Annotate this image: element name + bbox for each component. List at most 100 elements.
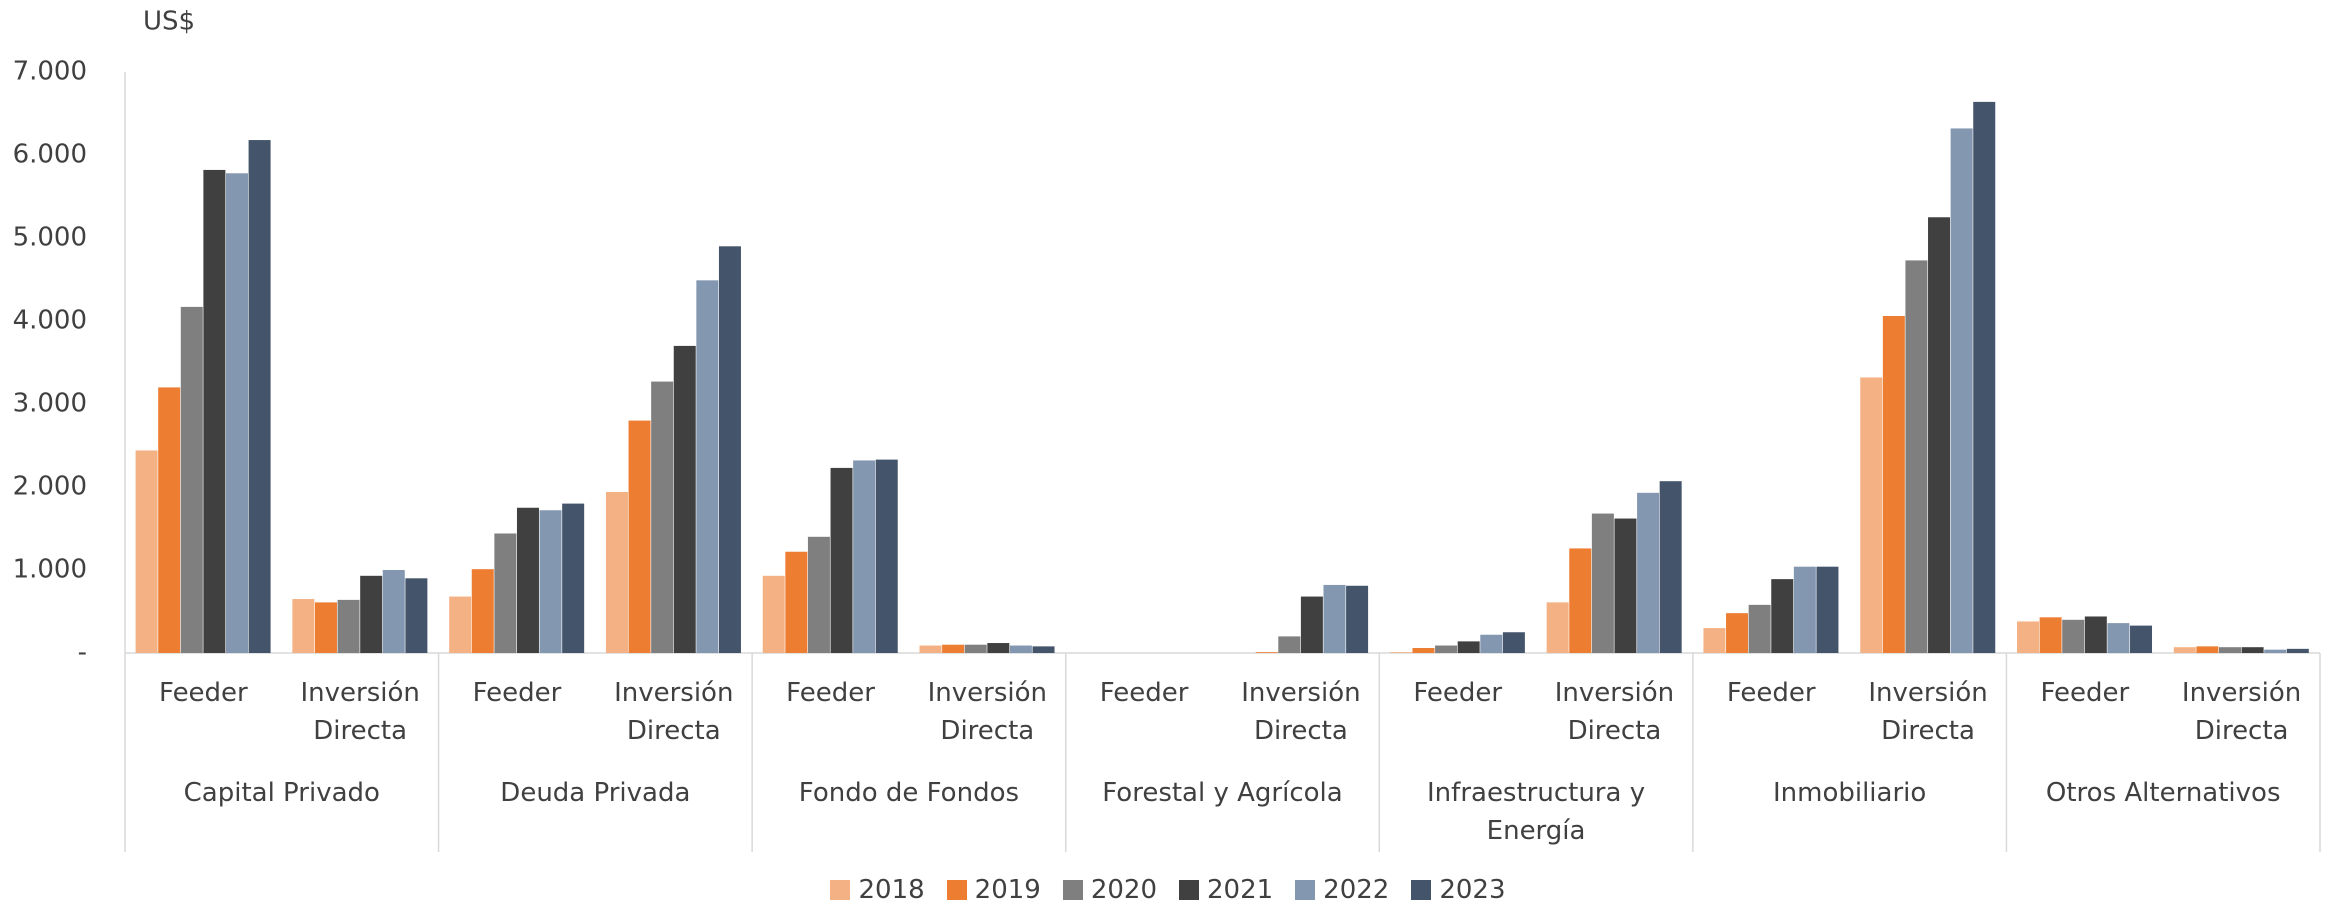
- bar: [2264, 649, 2287, 653]
- bar: [807, 536, 830, 653]
- bar: [2196, 646, 2219, 653]
- legend-label: 2018: [858, 875, 925, 905]
- legend-swatch: [830, 880, 851, 900]
- bar: [785, 551, 808, 653]
- bar: [158, 387, 181, 653]
- legend-swatch: [946, 880, 967, 900]
- bar: [292, 599, 315, 653]
- bar: [2173, 647, 2196, 653]
- bar: [1816, 566, 1839, 653]
- bar: [987, 643, 1010, 653]
- x-tick-label: Feeder: [1099, 678, 1189, 708]
- bar: [1009, 645, 1032, 653]
- bar: [942, 644, 965, 653]
- bar: [1502, 632, 1525, 653]
- x-tick-label: Feeder: [472, 678, 562, 708]
- bar: [1300, 596, 1323, 653]
- group-label: Fondo de Fondos: [798, 778, 1020, 808]
- x-tick-label: Feeder: [786, 678, 875, 708]
- bar: [1637, 492, 1660, 653]
- bar: [1860, 377, 1883, 653]
- bar: [203, 169, 226, 653]
- bar: [337, 599, 360, 653]
- x-tick-label: Feeder: [159, 678, 248, 708]
- x-tick-label: Feeder: [2040, 678, 2130, 708]
- legend-swatch: [1411, 880, 1432, 900]
- bar: [919, 645, 942, 653]
- x-tick-label: Inversión Directa: [1868, 678, 1988, 746]
- bar: [1703, 628, 1726, 653]
- bar: [1480, 634, 1503, 653]
- bar: [2039, 617, 2062, 653]
- legend-item: 2023: [1411, 875, 1506, 905]
- bar: [1255, 652, 1278, 653]
- bar: [673, 345, 696, 653]
- bar: [1928, 217, 1951, 653]
- bar: [1346, 585, 1369, 653]
- bar: [1323, 584, 1346, 653]
- bar: [1950, 128, 1973, 653]
- bar: [2062, 619, 2085, 653]
- x-tick-label: Feeder: [1726, 678, 1816, 708]
- bar: [2017, 621, 2040, 653]
- bar: [1748, 604, 1771, 653]
- bar: [1032, 646, 1055, 653]
- legend-swatch: [1062, 880, 1083, 900]
- bar: [225, 173, 248, 653]
- bar: [539, 510, 562, 653]
- bar: [2219, 647, 2242, 653]
- bar: [1973, 101, 1996, 653]
- x-tick-label: Feeder: [1413, 678, 1503, 708]
- group-label: Capital Privado: [183, 778, 380, 808]
- bar: [382, 570, 405, 653]
- legend-item: 2018: [830, 875, 925, 905]
- bar: [1659, 481, 1682, 653]
- y-unit-label: US$: [143, 7, 195, 37]
- bar: [314, 602, 337, 653]
- bar: [562, 503, 585, 653]
- bar: [1905, 260, 1928, 653]
- legend-label: 2021: [1207, 875, 1274, 905]
- y-tick-label: 7.000: [13, 57, 87, 87]
- legend-label: 2020: [1090, 875, 1157, 905]
- y-tick-label: -: [78, 638, 87, 668]
- legend-label: 2019: [974, 875, 1041, 905]
- group-label: Inmobiliario: [1772, 778, 1927, 808]
- bar: [696, 280, 719, 653]
- bar: [628, 420, 651, 653]
- x-tick-label: Inversión Directa: [1241, 678, 1361, 746]
- x-tick-label: Inversión Directa: [300, 678, 420, 746]
- bar: [762, 575, 785, 653]
- group-label: Otros Alternativos: [2045, 778, 2281, 808]
- bar: [180, 306, 203, 653]
- bar: [1278, 636, 1301, 653]
- bar: [405, 578, 428, 653]
- bar: [964, 644, 987, 653]
- bar: [1726, 613, 1749, 653]
- x-tick-label: Inversión Directa: [927, 678, 1047, 746]
- bar: [2084, 616, 2107, 653]
- bar: [651, 381, 674, 653]
- group-label: Deuda Privada: [500, 778, 691, 808]
- bar: [1546, 602, 1569, 653]
- bar: [449, 596, 472, 653]
- legend-item: 2019: [946, 875, 1041, 905]
- bar: [1389, 652, 1412, 653]
- legend-label: 2023: [1439, 875, 1506, 905]
- x-tick-label: Inversión Directa: [2181, 678, 2302, 746]
- bar: [2241, 647, 2264, 653]
- legend: 2018 2019 2020 2021 2022 2023: [0, 874, 2336, 906]
- bar: [494, 533, 517, 653]
- legend-item: 2021: [1179, 875, 1273, 905]
- legend-item: 2020: [1062, 875, 1157, 905]
- x-tick-label: Inversión Directa: [614, 678, 734, 746]
- bar: [471, 569, 494, 653]
- bar: [605, 491, 628, 653]
- group-label: Forestal y Agrícola: [1102, 778, 1343, 808]
- y-tick-label: 5.000: [13, 223, 87, 253]
- bar: [1569, 548, 1592, 653]
- bar: [135, 450, 158, 653]
- legend-swatch: [1295, 880, 1316, 900]
